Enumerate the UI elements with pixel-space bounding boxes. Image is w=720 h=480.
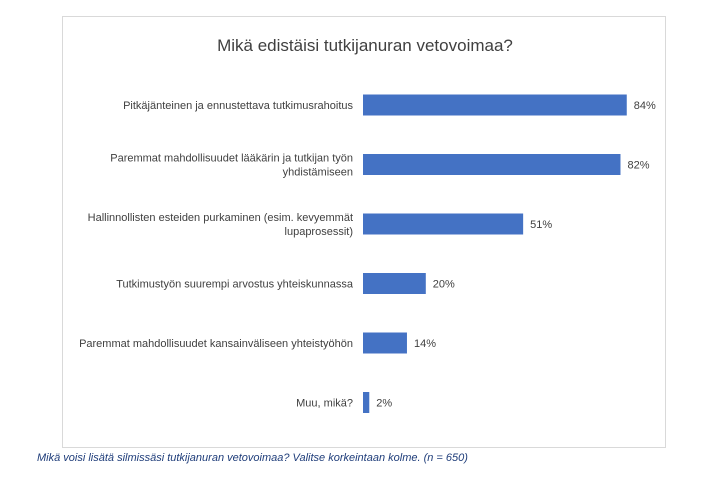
chart-title: Mikä edistäisi tutkijanuran vetovoimaa?: [217, 36, 513, 55]
category-label: yhdistämiseen: [283, 167, 353, 179]
bar-chart: Mikä edistäisi tutkijanuran vetovoimaa? …: [79, 36, 656, 413]
data-label: 84%: [634, 100, 656, 112]
category-label: Hallinnollisten esteiden purkaminen (esi…: [88, 212, 353, 224]
bar: [363, 94, 627, 116]
data-label: 14%: [414, 338, 436, 350]
chart-frame: Mikä edistäisi tutkijanuran vetovoimaa? …: [62, 16, 666, 448]
figure-caption: Mikä voisi lisätä silmissäsi tutkijanura…: [37, 452, 468, 464]
category-label: lupaprosessit): [285, 226, 353, 238]
category-label: Paremmat mahdollisuudet kansainväliseen …: [79, 338, 353, 350]
data-label: 51%: [530, 219, 552, 231]
bar: [363, 154, 621, 175]
bar: [363, 273, 426, 294]
data-label: 2%: [376, 398, 392, 410]
category-label: Pitkäjänteinen ja ennustettava tutkimusr…: [123, 100, 353, 112]
category-label: Paremmat mahdollisuudet lääkärin ja tutk…: [110, 153, 353, 165]
bar: [363, 332, 407, 354]
category-label: Muu, mikä?: [296, 398, 353, 410]
data-label: 20%: [433, 279, 455, 291]
bar: [363, 392, 370, 413]
bars-layer: Pitkäjänteinen ja ennustettava tutkimusr…: [79, 94, 656, 413]
bar: [363, 213, 524, 235]
category-label: Tutkimustyön suurempi arvostus yhteiskun…: [116, 279, 354, 291]
data-label: 82%: [627, 160, 649, 172]
